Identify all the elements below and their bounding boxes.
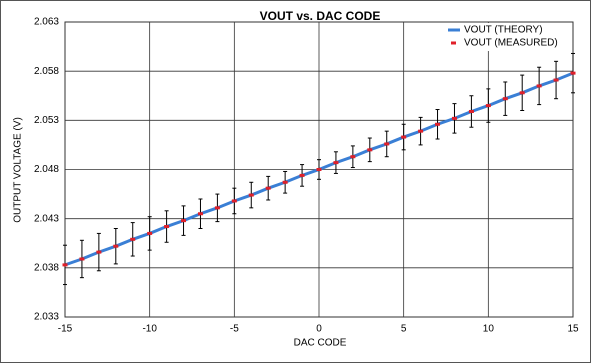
data-point (553, 78, 559, 82)
y-tick-label: 2.053 (34, 115, 59, 126)
y-tick-label: 2.033 (34, 312, 59, 323)
data-point (181, 219, 187, 223)
data-point (282, 180, 288, 184)
data-point (113, 244, 119, 248)
data-point (147, 231, 153, 235)
y-axis-label: OUTPUT VOLTAGE (V) (13, 117, 24, 223)
x-tick-label: -5 (230, 324, 239, 335)
data-point (384, 142, 390, 146)
legend-label: VOUT (MEASURED) (464, 38, 558, 49)
x-tick-label: 5 (401, 324, 407, 335)
data-point (62, 263, 68, 267)
data-point (265, 186, 271, 190)
data-point (248, 193, 254, 197)
x-axis-label: DAC CODE (294, 338, 347, 349)
data-point (468, 109, 474, 113)
data-point (96, 250, 102, 254)
x-tick-label: 15 (567, 324, 579, 335)
legend-box (442, 23, 570, 51)
x-tick-label: -15 (58, 324, 73, 335)
data-point (536, 84, 542, 88)
data-point (367, 148, 373, 152)
data-point (519, 91, 525, 95)
y-tick-label: 2.043 (34, 213, 59, 224)
data-point (299, 173, 305, 177)
data-point (401, 135, 407, 139)
data-point (418, 129, 424, 133)
data-point (570, 71, 576, 75)
y-tick-label: 2.058 (34, 66, 59, 77)
y-tick-label: 2.048 (34, 164, 59, 175)
data-point (316, 168, 322, 171)
data-point (197, 212, 203, 216)
data-point (451, 116, 457, 120)
data-point (231, 199, 237, 203)
x-tick-label: 10 (483, 324, 495, 335)
data-point (485, 104, 491, 108)
x-tick-label: -10 (142, 324, 157, 335)
data-point (164, 225, 170, 229)
data-point (79, 257, 85, 261)
legend-swatch (451, 41, 456, 45)
data-point (130, 237, 136, 241)
legend-label: VOUT (THEORY) (464, 25, 543, 36)
data-point (502, 97, 508, 101)
data-point (214, 206, 220, 210)
data-point (435, 122, 441, 126)
y-tick-label: 2.063 (34, 17, 59, 28)
y-tick-label: 2.038 (34, 262, 59, 273)
data-point (350, 155, 356, 159)
data-point (333, 161, 339, 165)
chart-title: VOUT vs. DAC CODE (260, 9, 381, 23)
x-tick-label: 0 (316, 324, 322, 335)
